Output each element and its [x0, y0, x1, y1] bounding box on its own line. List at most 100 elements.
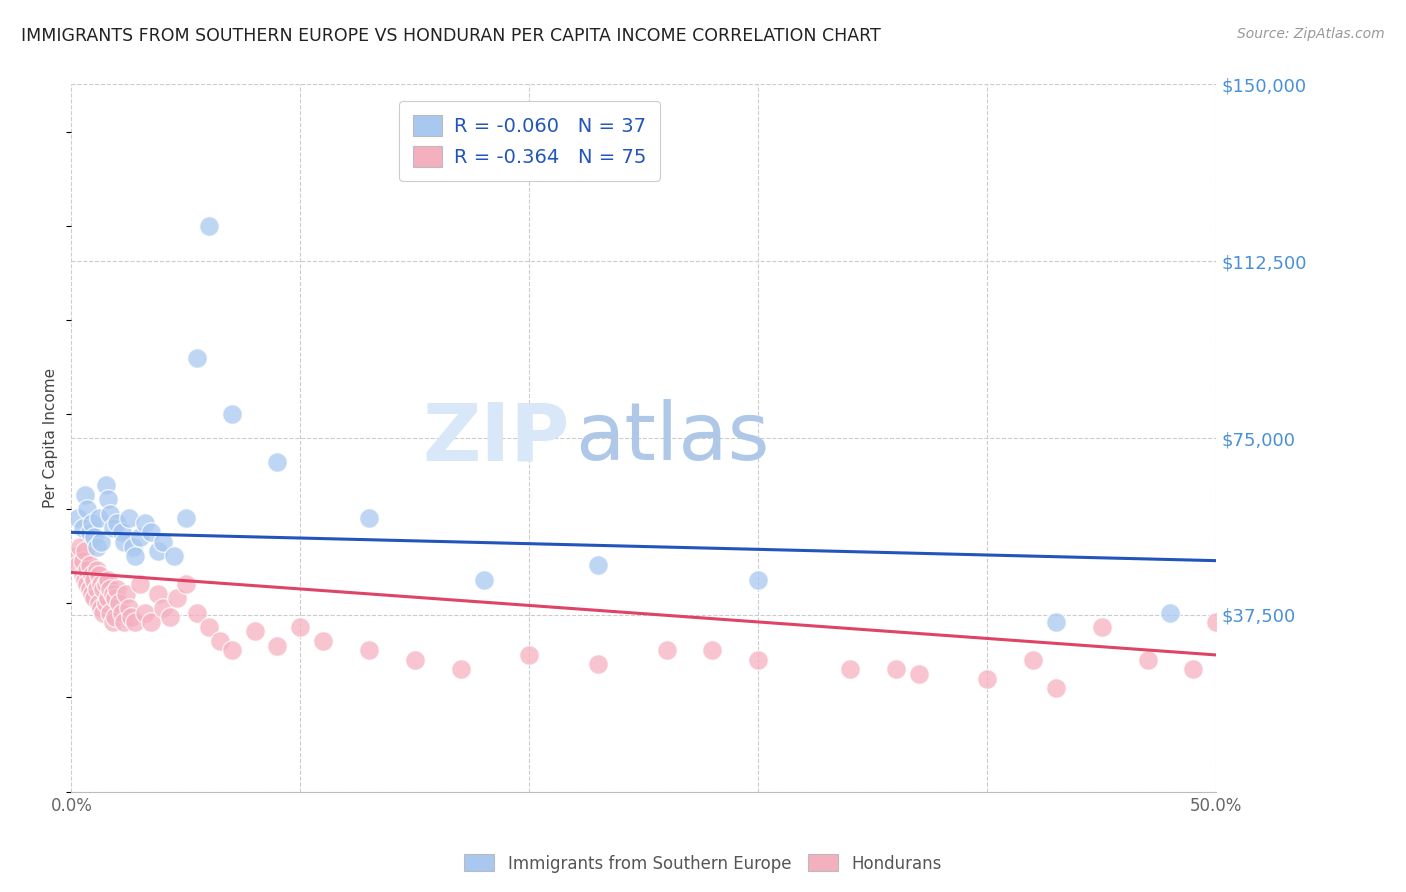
Point	[97, 591, 120, 606]
Point	[67, 511, 90, 525]
Point	[73, 488, 96, 502]
Point	[122, 540, 145, 554]
Point	[111, 606, 134, 620]
Y-axis label: Per Capita Income: Per Capita Income	[44, 368, 58, 508]
Point	[702, 643, 724, 657]
Legend: R = -0.060   N = 37, R = -0.364   N = 75: R = -0.060 N = 37, R = -0.364 N = 75	[399, 101, 659, 180]
Point	[112, 615, 135, 629]
Point	[76, 563, 98, 577]
Point	[98, 507, 121, 521]
Point	[101, 521, 124, 535]
Point	[90, 534, 112, 549]
Point	[87, 511, 110, 525]
Point	[112, 534, 135, 549]
Point	[76, 501, 98, 516]
Point	[1045, 615, 1067, 629]
Point	[884, 662, 907, 676]
Point	[312, 633, 335, 648]
Point	[134, 516, 156, 530]
Point	[266, 639, 288, 653]
Point	[90, 577, 112, 591]
Point	[72, 567, 94, 582]
Point	[79, 558, 101, 573]
Point	[86, 540, 108, 554]
Point	[104, 610, 127, 624]
Point	[97, 492, 120, 507]
Point	[87, 596, 110, 610]
Point	[129, 577, 152, 591]
Point	[1091, 620, 1114, 634]
Point	[72, 521, 94, 535]
Point	[94, 577, 117, 591]
Point	[166, 591, 188, 606]
Point	[73, 573, 96, 587]
Point	[117, 600, 139, 615]
Legend: Immigrants from Southern Europe, Hondurans: Immigrants from Southern Europe, Hondura…	[458, 847, 948, 880]
Point	[290, 620, 312, 634]
Point	[1045, 681, 1067, 695]
Point	[65, 549, 87, 563]
Point	[98, 606, 121, 620]
Point	[586, 558, 609, 573]
Point	[141, 615, 163, 629]
Point	[586, 657, 609, 672]
Point	[86, 582, 108, 596]
Point	[120, 610, 142, 624]
Point	[1182, 662, 1205, 676]
Point	[108, 596, 131, 610]
Point	[747, 573, 769, 587]
Point	[148, 587, 170, 601]
Point	[838, 662, 860, 676]
Point	[1022, 653, 1045, 667]
Text: Source: ZipAtlas.com: Source: ZipAtlas.com	[1237, 27, 1385, 41]
Point	[450, 662, 472, 676]
Point	[221, 408, 243, 422]
Point	[655, 643, 678, 657]
Point	[124, 615, 146, 629]
Point	[101, 587, 124, 601]
Point	[197, 620, 219, 634]
Point	[152, 534, 174, 549]
Point	[134, 606, 156, 620]
Point	[80, 516, 103, 530]
Point	[104, 591, 127, 606]
Point	[221, 643, 243, 657]
Point	[907, 666, 929, 681]
Point	[79, 525, 101, 540]
Point	[93, 582, 115, 596]
Text: ZIP: ZIP	[422, 399, 569, 477]
Point	[101, 615, 124, 629]
Point	[517, 648, 540, 662]
Point	[197, 219, 219, 233]
Point	[357, 643, 380, 657]
Point	[404, 653, 426, 667]
Point	[1159, 606, 1181, 620]
Point	[124, 549, 146, 563]
Point	[1136, 653, 1159, 667]
Point	[97, 573, 120, 587]
Point	[79, 582, 101, 596]
Point	[80, 587, 103, 601]
Point	[72, 554, 94, 568]
Point	[90, 600, 112, 615]
Point	[83, 591, 105, 606]
Point	[80, 567, 103, 582]
Point	[98, 582, 121, 596]
Point	[186, 606, 208, 620]
Text: IMMIGRANTS FROM SOUTHERN EUROPE VS HONDURAN PER CAPITA INCOME CORRELATION CHART: IMMIGRANTS FROM SOUTHERN EUROPE VS HONDU…	[21, 27, 880, 45]
Point	[111, 525, 134, 540]
Point	[148, 544, 170, 558]
Point	[174, 577, 197, 591]
Point	[93, 606, 115, 620]
Point	[67, 558, 90, 573]
Point	[105, 516, 128, 530]
Point	[105, 582, 128, 596]
Point	[163, 549, 186, 563]
Point	[83, 530, 105, 544]
Point	[117, 511, 139, 525]
Point	[747, 653, 769, 667]
Point	[243, 624, 266, 639]
Point	[266, 455, 288, 469]
Point	[152, 600, 174, 615]
Point	[141, 525, 163, 540]
